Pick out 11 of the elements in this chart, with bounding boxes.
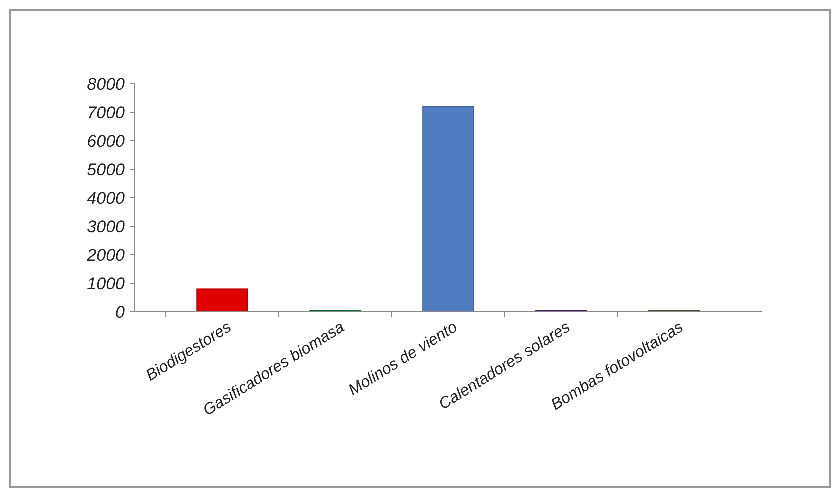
y-tick-label: 5000 [87, 160, 126, 180]
y-tick-label: 6000 [87, 132, 126, 151]
y-tick-label: 1000 [87, 274, 126, 294]
y-tick-label: 0 [116, 302, 126, 322]
y-tick-label: 7000 [87, 103, 126, 122]
y-tick-label: 4000 [87, 188, 126, 208]
y-tick-label: 2000 [86, 246, 126, 265]
y-tick-label: 3000 [87, 217, 126, 236]
bar [196, 288, 248, 312]
y-tick-label: 8000 [87, 74, 126, 94]
bar [422, 106, 474, 312]
